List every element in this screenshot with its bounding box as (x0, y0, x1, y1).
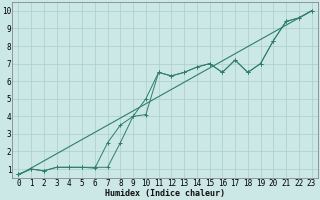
X-axis label: Humidex (Indice chaleur): Humidex (Indice chaleur) (105, 189, 225, 198)
